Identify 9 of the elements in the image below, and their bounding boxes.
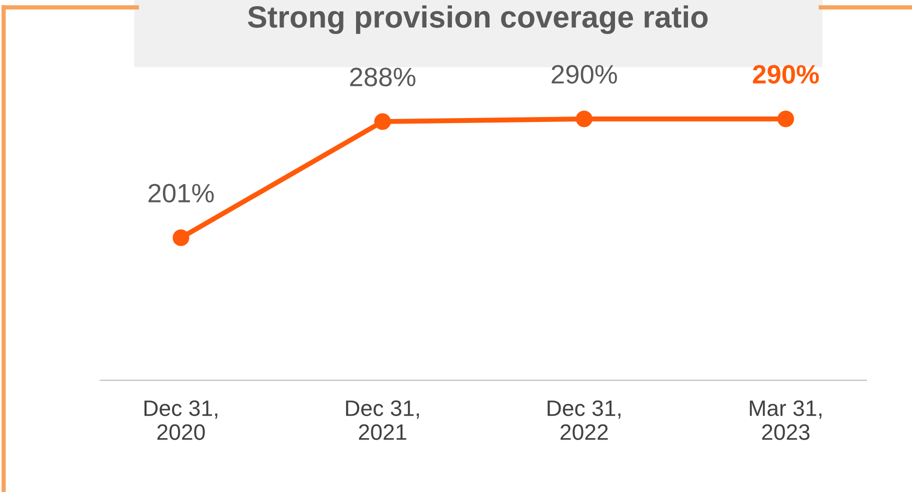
chart-title: Strong provision coverage ratio bbox=[248, 5, 708, 34]
data-label: 288% bbox=[350, 68, 416, 86]
x-tick-label: Dec 31, 2021 bbox=[346, 400, 419, 440]
x-tick-label: Dec 31, 2020 bbox=[144, 400, 218, 440]
data-label: 290% bbox=[752, 65, 819, 84]
data-label: 201% bbox=[148, 184, 214, 203]
x-tick-label: Mar 31, 2023 bbox=[750, 400, 822, 440]
data-label: 290% bbox=[552, 65, 617, 84]
x-tick-label: Dec 31, 2022 bbox=[548, 400, 620, 440]
